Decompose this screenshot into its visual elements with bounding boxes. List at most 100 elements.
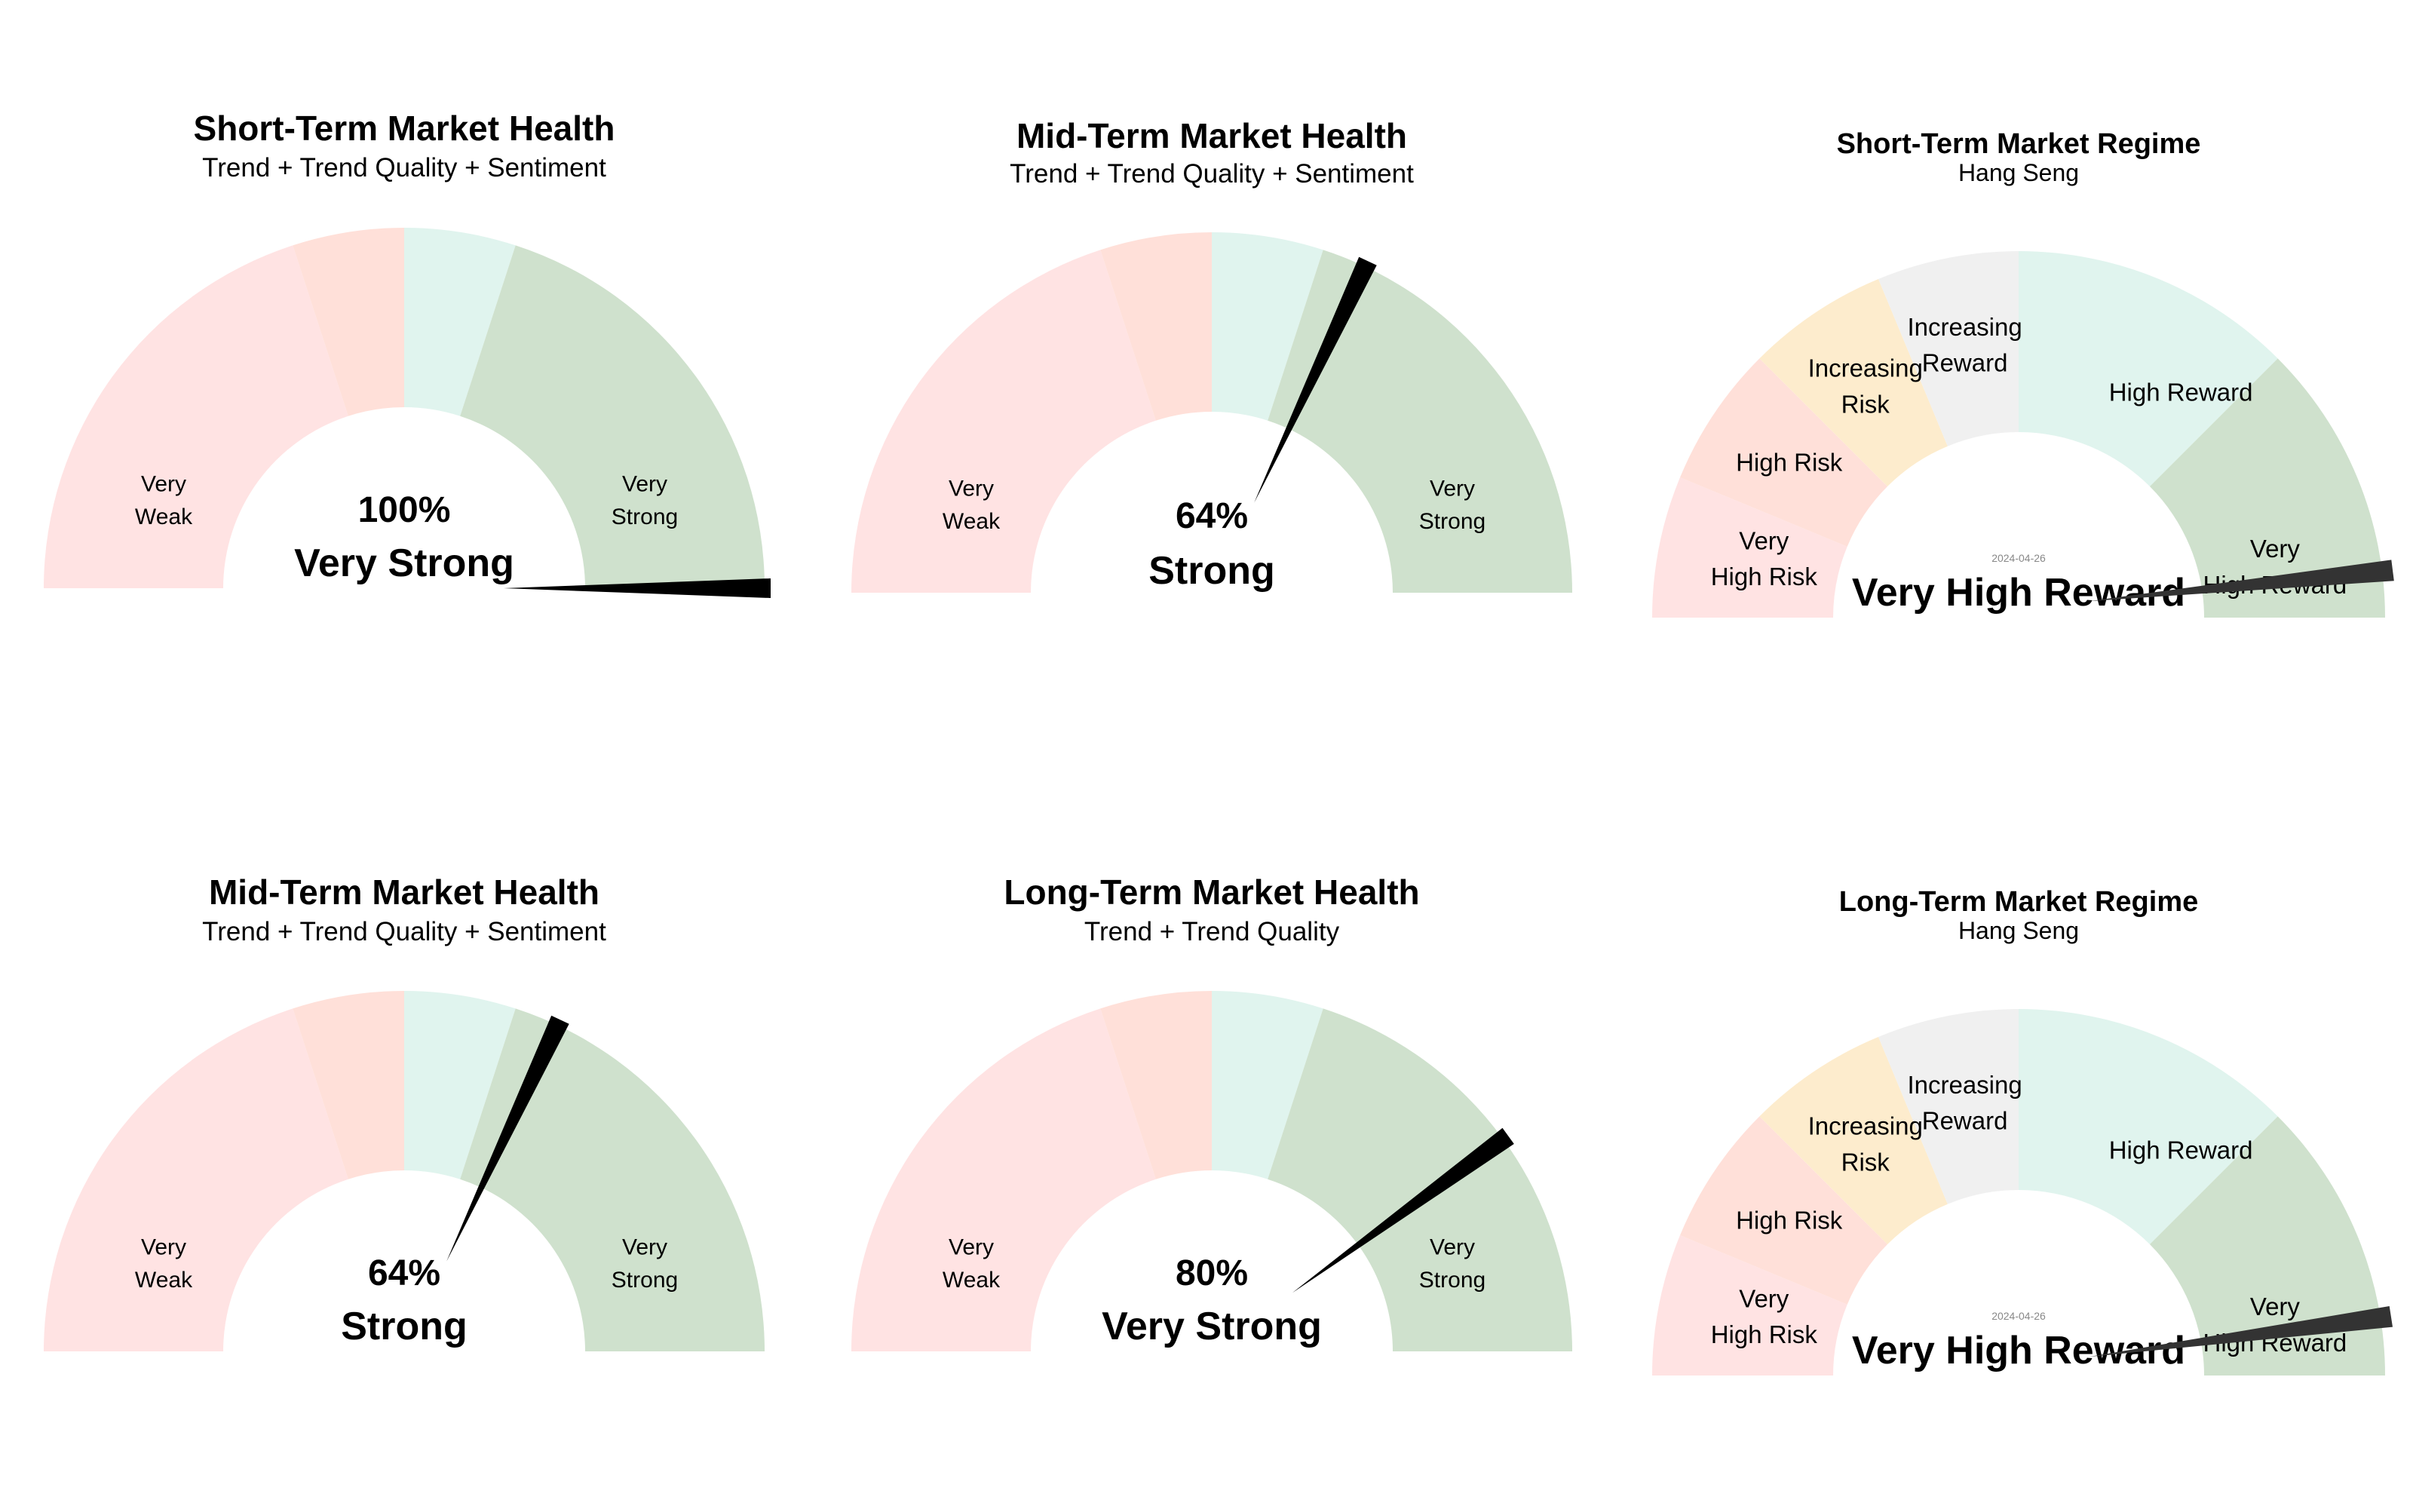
gauge-subtitle: Trend + Trend Quality + Sentiment [1010, 159, 1414, 189]
gauge-segment-3 [460, 1008, 765, 1351]
gauge-segment-label: Increasing [1907, 1071, 2022, 1099]
gauge-segment-3 [460, 245, 765, 588]
gauge-segment-label: Risk [1841, 1148, 1890, 1176]
gauge-segment-1 [293, 228, 404, 416]
gauge-segment-0 [1652, 477, 1847, 618]
gauge-state-label: Very Strong [294, 541, 514, 585]
gauge-segment-2 [404, 228, 516, 416]
gauge-segment-label: Very [2250, 535, 2301, 563]
gauge-value-label: 80% [1176, 1253, 1248, 1293]
gauge-segment-label: High Risk [1736, 1206, 1843, 1234]
gauge-segment-label: Reward [1922, 349, 2008, 377]
gauge-segment-label: Weak [135, 1268, 193, 1293]
gauge-segment-label: Very [622, 471, 667, 496]
gauge-segment-label: Very [949, 1234, 994, 1259]
gauge-segment-label: Very [1430, 476, 1475, 501]
gauge-segment-label: Increasing [1808, 354, 1923, 382]
gauge-segment-2 [1759, 1036, 1948, 1245]
gauge-segment-0 [851, 250, 1156, 593]
gauge-segment-label: Very [1739, 1284, 1789, 1312]
gauge-segment-labels: Very Weak Very Strong [943, 1234, 1486, 1293]
gauge-segment-label: Very [141, 471, 186, 496]
gauge-segment-label: Strong [1419, 1268, 1486, 1293]
gauge-segment-4 [2019, 1009, 2278, 1245]
gauge-segment-label: Risk [1841, 390, 1890, 418]
gauge-arcs [851, 232, 1572, 593]
gauge-needle [2089, 1306, 2393, 1357]
gauge-state-label: Very Strong [1102, 1305, 1322, 1348]
gauge-segment-0 [44, 245, 348, 588]
gauge-subtitle: Hang Seng [1958, 917, 2079, 944]
gauge-segment-1 [1679, 1116, 1888, 1305]
gauge-segment-label: Very [1430, 1234, 1475, 1259]
gauge-segment-label: Strong [612, 1268, 678, 1293]
gauge-segment-label: Reward [1922, 1107, 2008, 1135]
gauge-segment-label: Very [141, 1234, 186, 1259]
gauge-segment-0 [44, 1008, 348, 1351]
gauge-segment-label: Strong [612, 505, 678, 529]
gauge-segment-2 [1759, 278, 1948, 487]
gauge-segment-labels: Very Weak Very Strong [135, 1234, 678, 1293]
gauge-segment-3 [1268, 1008, 1504, 1245]
gauge-title: Mid-Term Market Health [1016, 116, 1407, 155]
gauge-segment-3 [1878, 251, 2019, 446]
gauge-title: Mid-Term Market Health [209, 873, 599, 912]
gauge-state-label: Strong [341, 1305, 468, 1348]
gauge-segment-1 [1100, 991, 1212, 1179]
gauge-segment-3 [1268, 250, 1572, 593]
gauge-title: Short-Term Market Regime [1837, 128, 2201, 160]
gauge-segment-1 [293, 991, 404, 1179]
gauge-state-label: Very High Reward [1852, 571, 2185, 615]
gauge-long-term-market-health: Very Weak Very Strong Long-Term Market Heal… [851, 873, 1572, 1351]
gauge-segment-2 [1212, 232, 1323, 421]
gauge-segment-label: Weak [135, 505, 193, 529]
gauge-segment-label: High Risk [1736, 448, 1843, 476]
gauge-arcs [851, 991, 1572, 1351]
gauge-segment-label: Very [1739, 526, 1789, 554]
gauge-segment-1 [1100, 232, 1212, 421]
gauge-needle [504, 578, 771, 598]
gauge-segment-0 [851, 1008, 1156, 1351]
gauge-segment-labels: Very Weak Very Strong [135, 471, 678, 529]
gauge-segment-label: Weak [943, 1268, 1001, 1293]
gauge-segment-0 [1652, 1235, 1847, 1376]
gauge-segment-label: Weak [943, 509, 1001, 534]
gauge-needle [446, 1015, 569, 1262]
gauge-needle [2090, 560, 2394, 602]
gauge-state-label: Strong [1148, 549, 1275, 593]
gauge-date-label: 2024-04-26 [1991, 1310, 2046, 1322]
gauge-short-term-market-regime: Very High Risk High Risk Increasing Risk Incr… [1652, 128, 2394, 618]
gauge-subtitle: Trend + Trend Quality + Sentiment [202, 153, 606, 182]
gauge-needle [1254, 256, 1377, 503]
gauge-segment-3 [1878, 1009, 2019, 1204]
gauge-segment-label: High Reward [2109, 1136, 2253, 1164]
gauge-subtitle: Trend + Trend Quality + Sentiment [202, 917, 606, 946]
gauge-value-label: 64% [1176, 496, 1248, 536]
gauge-title: Long-Term Market Health [1004, 873, 1419, 912]
gauge-segment-label: High Risk [1711, 563, 1818, 590]
gauge-needle [1292, 1127, 1514, 1293]
gauge-value-label: 100% [358, 490, 451, 530]
gauge-arcs [44, 991, 765, 1351]
gauge-segment-label: High Risk [1711, 1320, 1818, 1348]
gauge-segment-label: Increasing [1907, 313, 2022, 341]
gauge-segment-2 [1212, 991, 1323, 1179]
gauge-segment-label: Very [949, 476, 994, 501]
gauge-mid-term-market-health: Very Weak Very Strong Mid-Term Market Healt… [851, 116, 1572, 593]
gauge-segment-1 [1679, 358, 1888, 547]
gauge-segment-labels: Very Weak Very Strong [943, 476, 1486, 534]
gauge-segment-label: High Reward [2109, 379, 2253, 406]
gauge-segment-label: Very [622, 1234, 667, 1259]
gauge-arcs [1652, 251, 2385, 618]
gauge-long-term-market-regime: Very High Risk High Risk Increasing Risk Incr… [1652, 886, 2393, 1376]
gauge-segment-2 [404, 991, 516, 1179]
gauge-arcs [1652, 1009, 2385, 1376]
gauge-title: Long-Term Market Regime [1839, 886, 2198, 918]
gauge-date-label: 2024-04-26 [1991, 552, 2046, 564]
gauge-subtitle: Hang Seng [1958, 159, 2079, 186]
gauge-arcs [44, 228, 765, 588]
gauge-segment-5 [2149, 1116, 2385, 1376]
gauge-value-label: 64% [368, 1253, 440, 1293]
